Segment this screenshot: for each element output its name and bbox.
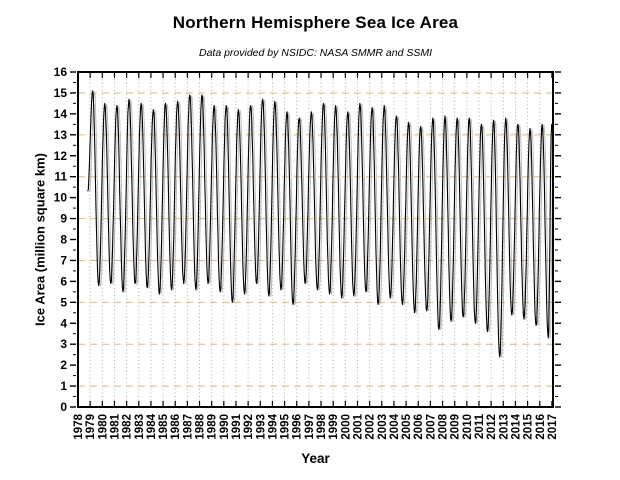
y-tick-label: 0 (60, 400, 67, 414)
sea-ice-line (87, 90, 554, 358)
x-tick-label: 1993 (255, 414, 267, 440)
x-tick-label: 2001 (352, 413, 364, 439)
x-tick-label: 1989 (207, 414, 219, 440)
chart-subtitle: Data provided by NSIDC: NASA SMMR and SS… (198, 47, 433, 59)
x-tick-label: 2015 (523, 413, 535, 439)
sea-ice-line-shadow (89, 91, 555, 358)
x-tick-label: 2012 (486, 414, 498, 440)
x-tick-label: 1986 (170, 414, 182, 440)
x-tick-label: 1999 (328, 414, 340, 440)
y-tick-label: 10 (54, 191, 68, 205)
y-tick-label: 4 (60, 316, 67, 330)
plot-border (77, 71, 554, 408)
y-tick-label: 1 (60, 379, 67, 393)
x-tick-label: 2003 (377, 414, 389, 440)
x-tick-label: 2000 (340, 414, 352, 440)
y-tick-label: 5 (60, 295, 67, 309)
y-tick-label: 16 (54, 65, 68, 79)
x-tick-label: 1997 (304, 414, 316, 440)
x-tick-label: 1983 (134, 414, 146, 440)
y-tick-label: 3 (60, 337, 67, 351)
x-tick-label: 2014 (510, 413, 522, 439)
x-tick-label: 1979 (85, 414, 97, 440)
x-tick-label: 1987 (182, 414, 194, 440)
y-tick-label: 8 (60, 233, 67, 247)
y-tick-label: 15 (54, 86, 68, 100)
x-tick-label: 1978 (73, 413, 85, 439)
x-tick-label: 1992 (243, 414, 255, 440)
y-tick-label: 12 (54, 149, 68, 163)
y-axis-title: Ice Area (million square km) (32, 153, 48, 326)
y-tick-label: 9 (60, 212, 67, 226)
x-tick-label: 2004 (389, 413, 401, 439)
x-tick-label: 2017 (547, 414, 559, 440)
x-tick-label: 2011 (474, 413, 486, 439)
y-tick-label: 11 (54, 170, 67, 184)
y-tick-label: 2 (60, 358, 67, 372)
chart-title: Northern Hemisphere Sea Ice Area (172, 13, 459, 32)
x-tick-label: 2007 (425, 414, 437, 440)
x-tick-label: 2013 (498, 414, 510, 440)
x-tick-label: 2010 (462, 414, 474, 440)
x-tick-label: 1991 (231, 413, 243, 439)
x-tick-label: 1981 (109, 413, 121, 439)
x-tick-label: 2009 (450, 414, 462, 440)
y-tick-label: 7 (60, 253, 67, 267)
x-tick-label: 1982 (122, 414, 134, 440)
x-tick-label: 1995 (280, 413, 292, 439)
y-tick-label: 6 (60, 274, 67, 288)
y-tick-label: 14 (54, 107, 68, 121)
x-tick-label: 1985 (158, 413, 170, 439)
x-axis-title: Year (301, 451, 330, 466)
x-tick-label: 2008 (438, 413, 450, 439)
x-tick-label: 1984 (146, 413, 158, 439)
x-tick-label: 1988 (195, 413, 207, 439)
x-tick-label: 1998 (316, 413, 328, 439)
y-tick-label: 13 (54, 128, 68, 142)
x-tick-label: 2002 (365, 414, 377, 440)
x-tick-label: 2005 (401, 413, 413, 439)
x-tick-label: 1996 (292, 414, 304, 440)
x-tick-label: 1980 (97, 414, 109, 440)
x-tick-label: 1990 (219, 414, 231, 440)
x-tick-label: 2006 (413, 414, 425, 440)
x-tick-label: 1994 (267, 413, 279, 439)
x-tick-label: 2016 (535, 414, 547, 440)
